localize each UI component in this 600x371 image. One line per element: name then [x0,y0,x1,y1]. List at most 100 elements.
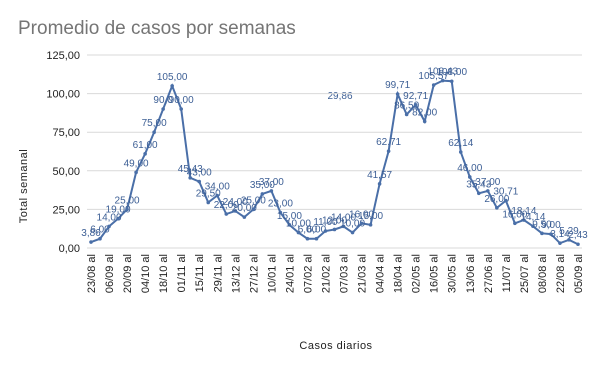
data-label: 35,00 [250,180,275,191]
data-label: 9,00 [541,220,561,231]
data-label: 75,00 [142,118,167,129]
data-label: 82,00 [412,107,437,118]
data-point [368,223,373,227]
data-point [134,170,138,175]
data-point [116,216,120,221]
y-tick-label: 0,00 [59,243,80,255]
data-label: 108,43 [427,67,458,78]
x-tick-label: 24/01 al [284,254,296,293]
data-label: 62,71 [376,137,401,148]
data-point [143,152,147,156]
data-point [305,236,310,241]
data-label: 49,00 [124,158,149,169]
data-label: 108,00 [436,67,467,78]
data-label: 22,00 [214,200,239,211]
x-tick-label: 13/12 al [230,254,242,293]
data-point [467,175,472,179]
data-label: 14,14 [520,212,545,223]
data-point [98,236,102,241]
data-point [522,218,526,222]
data-point [278,210,283,215]
x-tick-label: 11/07 al [501,254,513,292]
data-point [188,176,193,180]
data-label: 45,43 [178,164,203,175]
data-point [269,189,274,193]
data-label: 14,00 [331,212,356,223]
data-label: 35,43 [466,179,491,190]
data-label: 15,00 [277,211,302,222]
data-label: 24,00 [223,197,248,208]
data-point [359,221,364,226]
data-point [125,207,129,212]
data-label: 43,00 [187,168,212,179]
x-tick-label: 16/05 al [429,254,441,293]
data-point [458,150,463,154]
data-label: 105,57 [418,71,449,82]
data-label: 34,00 [205,182,230,193]
y-tick-label: 125,00 [46,50,80,62]
y-tick-label: 100,00 [46,89,80,101]
x-tick-label: 30/05 al [447,254,459,293]
data-label: 25,00 [115,195,140,206]
data-point [233,209,238,213]
x-tick-label: 07/02 al [302,254,314,293]
data-point [377,182,382,186]
data-point [179,107,183,111]
x-tick-label: 02/05 al [411,254,423,293]
chart-title: Promedio de casos por semanas [18,18,296,39]
data-point [449,79,454,84]
data-label: 10,00 [286,219,311,230]
data-point [476,191,481,196]
x-tick-label: 15/11 al [194,254,206,292]
x-axis-title: Casos diarios [299,340,372,352]
y-tick-label: 25,00 [52,204,80,216]
y-tick-label: 75,00 [52,127,80,139]
x-tick-label: 29/11 al [212,254,224,292]
data-point [395,92,400,96]
x-tick-label: 27/12 al [248,254,260,293]
x-tick-label: 18/04 al [393,254,405,293]
x-tick-label: 20/09 al [122,254,134,293]
data-point [540,231,544,236]
x-tick-label: 18/10 al [158,254,170,293]
data-point [152,130,156,134]
data-point [531,224,535,228]
x-tick-label: 04/04 al [375,254,387,293]
data-label: 105,00 [157,72,188,83]
x-tick-label: 01/11 al [176,254,188,292]
data-point [296,230,301,235]
data-label: 46,00 [457,163,482,174]
data-label: 3,86 [81,228,101,239]
data-label: 90,0 [153,95,173,106]
data-point [332,227,337,232]
x-tick-label: 21/03 al [357,254,369,293]
data-point [495,206,499,210]
data-point [422,119,427,124]
data-point [567,238,571,242]
x-tick-label: 23/08 al [86,254,98,293]
data-label: 90,00 [169,95,194,106]
data-label: 10,00 [340,219,365,230]
y-tick-label: 50,00 [52,166,80,178]
data-label: 16,00 [502,209,527,220]
data-point [251,207,256,212]
data-point [386,149,391,153]
data-label: 26,00 [484,194,509,205]
data-point [260,192,265,196]
data-point [341,224,346,229]
data-label: 99,71 [385,80,410,91]
data-point [350,230,355,235]
data-label: 6,00 [307,225,327,236]
data-point [323,229,328,233]
data-point [215,193,220,198]
data-label: 62,14 [448,138,473,149]
data-label: 18,14 [511,206,536,217]
x-tick-label: 13/06 al [465,254,477,293]
x-tick-label: 22/08 al [555,254,567,293]
data-point [413,103,418,107]
data-point [504,198,508,203]
data-point [224,212,229,216]
data-label: 3,14 [550,229,570,240]
data-point [242,215,247,219]
